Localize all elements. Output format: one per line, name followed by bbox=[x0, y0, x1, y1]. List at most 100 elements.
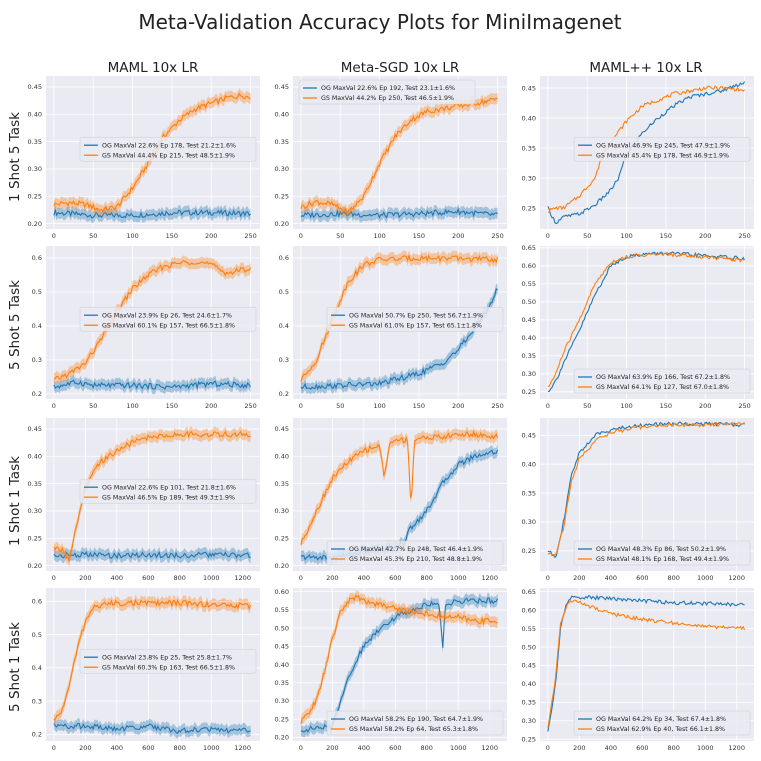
legend-box bbox=[573, 710, 751, 736]
panel-r3-c0: 0 200 400 600 800 1000 1200 0.2 0.3 0.4 0.5 0.6 OG M… bbox=[32, 588, 260, 752]
panel-r3-c1: 0 200 400 600 800 1000 1200 0.20 0.25 0.30 0.35 0.4… bbox=[275, 588, 507, 752]
x-tick-label: 150 bbox=[413, 232, 425, 240]
row-label-5shot-1task: 5 Shot 1 Task bbox=[7, 622, 23, 712]
legend-label-og: OG MaxVal 46.9% Ep 245, Test 47.9±1.9% bbox=[596, 142, 730, 149]
gs-series-line bbox=[53, 260, 252, 380]
legend: OG MaxVal 64.2% Ep 34, Test 67.4±1.8% GS … bbox=[573, 710, 751, 736]
y-tick-label: 0.35 bbox=[275, 679, 289, 687]
legend-label-og: OG MaxVal 64.2% Ep 34, Test 67.4±1.8% bbox=[596, 716, 726, 723]
legend-box bbox=[298, 79, 476, 105]
y-tick-label: 0.30 bbox=[522, 370, 536, 378]
gs-series-line bbox=[300, 594, 498, 724]
y-tick-label: 0.45 bbox=[275, 425, 289, 433]
og-confidence-band bbox=[53, 374, 251, 395]
y-tick-label: 0.35 bbox=[275, 138, 289, 146]
x-tick-label: 1000 bbox=[697, 574, 714, 582]
y-tick-label: 0.20 bbox=[28, 220, 42, 228]
x-tick-label: 1000 bbox=[450, 744, 467, 752]
x-tick-label: 150 bbox=[660, 402, 672, 410]
x-tick-label: 200 bbox=[326, 744, 338, 752]
legend: OG MaxVal 22.6% Ep 101, Test 21.8±1.6% GS… bbox=[79, 478, 257, 504]
x-tick-label: 200 bbox=[452, 232, 464, 240]
y-tick-label: 0.30 bbox=[275, 507, 289, 515]
y-tick-label: 0.30 bbox=[275, 697, 289, 705]
y-tick-label: 0.25 bbox=[522, 735, 536, 743]
y-tick-label: 0.55 bbox=[275, 606, 289, 614]
x-tick-label: 400 bbox=[605, 574, 617, 582]
og-series-line bbox=[300, 207, 498, 219]
x-tick-label: 0 bbox=[546, 402, 550, 410]
y-tick-label: 0.25 bbox=[275, 535, 289, 543]
x-tick-label: 50 bbox=[583, 232, 591, 240]
y-tick-label: 0.3 bbox=[279, 356, 289, 364]
legend-box bbox=[573, 540, 751, 566]
x-tick-label: 800 bbox=[668, 574, 680, 582]
x-tick-label: 800 bbox=[174, 744, 186, 752]
legend-box bbox=[79, 648, 257, 674]
y-tick-label: 0.4 bbox=[32, 322, 42, 330]
y-tick-label: 0.30 bbox=[275, 165, 289, 173]
gs-confidence-band bbox=[53, 594, 251, 726]
y-tick-label: 0.20 bbox=[275, 734, 289, 742]
y-tick-label: 0.45 bbox=[522, 662, 536, 670]
legend-label-og: OG MaxVal 23.8% Ep 25, Test 25.8±1.7% bbox=[102, 654, 232, 661]
x-tick-label: 800 bbox=[421, 744, 433, 752]
legend-label-og: OG MaxVal 63.9% Ep 166, Test 67.2±1.8% bbox=[596, 374, 730, 381]
legend-label-og: OG MaxVal 22.6% Ep 101, Test 21.8±1.6% bbox=[102, 484, 236, 491]
legend-label-og: OG MaxVal 22.6% Ep 192, Test 23.1±1.6% bbox=[321, 85, 455, 92]
row-label-5shot-5task: 5 Shot 5 Task bbox=[7, 280, 23, 370]
gs-series-line bbox=[300, 429, 499, 545]
y-tick-label: 0.2 bbox=[279, 390, 289, 398]
y-tick-label: 0.30 bbox=[28, 165, 42, 173]
y-tick-label: 0.55 bbox=[522, 280, 536, 288]
y-tick-label: 0.5 bbox=[32, 288, 42, 296]
y-tick-label: 0.60 bbox=[522, 606, 536, 614]
column-title-maml: MAML 10x LR bbox=[108, 60, 199, 76]
plot-area bbox=[547, 594, 746, 732]
y-tick-label: 0.3 bbox=[32, 697, 42, 705]
legend-box bbox=[79, 136, 257, 162]
legend-label-gs: GS MaxVal 48.1% Ep 168, Test 49.4±1.9% bbox=[596, 556, 729, 563]
x-tick-label: 200 bbox=[573, 574, 585, 582]
og-confidence-band bbox=[53, 718, 251, 739]
x-tick-label: 100 bbox=[373, 402, 385, 410]
x-tick-label: 600 bbox=[389, 574, 401, 582]
legend: OG MaxVal 63.9% Ep 166, Test 67.2±1.8% GS… bbox=[573, 368, 751, 394]
gs-series-line bbox=[547, 599, 746, 728]
x-tick-label: 50 bbox=[583, 402, 591, 410]
x-tick-label: 1000 bbox=[203, 574, 220, 582]
x-tick-label: 0 bbox=[546, 574, 550, 582]
plot-area bbox=[53, 426, 251, 567]
y-tick-label: 0.35 bbox=[28, 138, 42, 146]
og-confidence-band bbox=[300, 592, 498, 738]
x-tick-label: 400 bbox=[358, 744, 370, 752]
x-tick-label: 100 bbox=[373, 232, 385, 240]
y-tick-label: 0.2 bbox=[32, 390, 42, 398]
y-tick-label: 0.45 bbox=[522, 84, 536, 92]
y-tick-label: 0.4 bbox=[279, 322, 289, 330]
og-series-line bbox=[53, 379, 252, 391]
plot-area bbox=[547, 251, 746, 392]
x-tick-label: 1200 bbox=[234, 744, 251, 752]
og-confidence-band bbox=[300, 203, 498, 223]
y-tick-label: 0.45 bbox=[522, 316, 536, 324]
x-tick-label: 100 bbox=[620, 232, 632, 240]
x-tick-label: 0 bbox=[299, 232, 303, 240]
legend-label-og: OG MaxVal 50.7% Ep 250, Test 56.7±1.9% bbox=[349, 312, 483, 319]
panel-r1-c2: 0 50 100 150 200 250 0.25 0.30 0.35 0.40 0.45 0.50 0… bbox=[522, 244, 754, 410]
y-tick-label: 0.50 bbox=[275, 624, 289, 632]
y-tick-label: 0.50 bbox=[522, 643, 536, 651]
y-tick-label: 0.25 bbox=[28, 535, 42, 543]
plot-area bbox=[547, 81, 746, 225]
y-tick-label: 0.35 bbox=[275, 480, 289, 488]
y-tick-label: 0.35 bbox=[522, 489, 536, 497]
legend: OG MaxVal 58.2% Ep 190, Test 64.7±1.9% GS… bbox=[326, 710, 504, 736]
x-tick-label: 0 bbox=[52, 744, 56, 752]
x-tick-label: 200 bbox=[205, 402, 217, 410]
legend-label-og: OG MaxVal 48.3% Ep 86, Test 50.2±1.9% bbox=[596, 546, 726, 553]
y-tick-label: 0.65 bbox=[522, 244, 536, 252]
panel-r0-c0: 0 50 100 150 200 250 0.20 0.25 0.30 0.35 0.40 0.45 O… bbox=[28, 76, 260, 240]
x-tick-label: 400 bbox=[111, 744, 123, 752]
legend: OG MaxVal 23.8% Ep 25, Test 25.8±1.7% GS … bbox=[79, 648, 257, 674]
